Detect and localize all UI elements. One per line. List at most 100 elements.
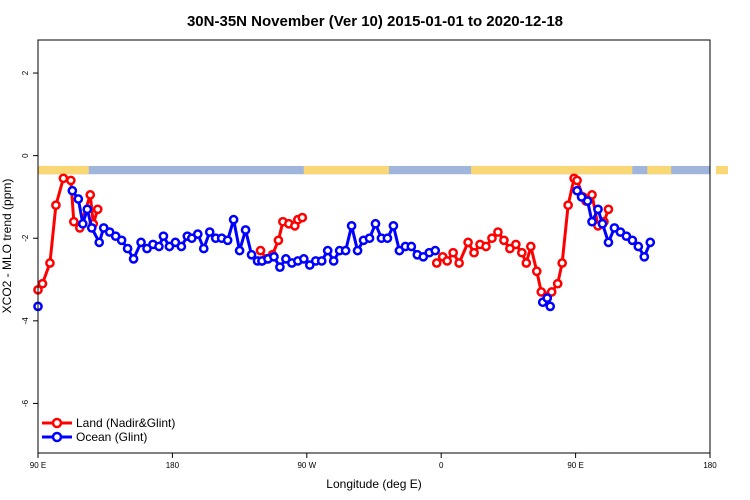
data-point-land — [603, 204, 614, 215]
land-strip-1 — [303, 165, 389, 175]
y-tick-label: 0 — [21, 153, 30, 158]
data-point-land — [487, 233, 497, 244]
data-point-land — [255, 245, 266, 256]
data-point-land — [546, 287, 557, 297]
legend-land-label: Land (Nadir&Glint) — [76, 416, 175, 430]
data-point-ocean — [388, 221, 399, 231]
data-point-ocean — [246, 249, 257, 260]
data-point-land — [531, 266, 542, 277]
y-tick-label: -2 — [21, 234, 30, 242]
data-point-land — [85, 190, 96, 200]
data-point-land — [45, 258, 55, 268]
data-point-ocean — [240, 225, 251, 235]
land-strip-0 — [38, 165, 89, 175]
legend-ocean-label: Ocean (Glint) — [76, 430, 147, 444]
data-point-land — [37, 278, 48, 289]
data-point-ocean — [158, 231, 169, 242]
data-point-land — [481, 241, 491, 252]
data-point-ocean — [597, 218, 608, 229]
data-point-land — [66, 175, 76, 186]
data-point-land — [448, 247, 458, 258]
data-point-ocean — [627, 235, 638, 246]
data-point-land — [273, 235, 284, 246]
data-point-land — [431, 258, 442, 268]
chart-title: 30N-35N November (Ver 10) 2015-01-01 to … — [187, 13, 563, 30]
data-point-ocean — [603, 237, 614, 248]
data-point-ocean — [94, 237, 105, 248]
data-point-ocean — [275, 262, 285, 272]
x-tick-label: 180 — [703, 461, 717, 470]
data-point-land — [552, 278, 563, 289]
data-point-ocean — [587, 216, 597, 227]
x-tick-label: 90 E — [567, 461, 583, 470]
land-strip-3 — [647, 165, 672, 175]
x-tick-label: 180 — [166, 461, 180, 470]
data-point-ocean — [269, 251, 279, 262]
data-point-land — [442, 256, 453, 266]
data-point-land — [572, 175, 582, 186]
data-point-ocean — [370, 218, 381, 229]
data-point-ocean — [234, 245, 245, 256]
data-point-land — [516, 247, 527, 258]
data-point-ocean — [136, 237, 146, 248]
data-point-land — [557, 258, 568, 268]
data-point-land — [469, 247, 479, 258]
data-point-ocean — [154, 241, 164, 252]
data-point-ocean — [316, 256, 327, 266]
data-point-ocean — [340, 245, 351, 256]
data-point-land — [511, 239, 521, 250]
data-point-ocean — [645, 237, 656, 248]
axes: 90 E 180 90 W 0 90 E 180 -6 -4 -2 0 2 — [21, 70, 717, 470]
series-ocean — [33, 185, 656, 312]
data-point-ocean — [633, 241, 644, 252]
data-point-ocean — [122, 243, 133, 254]
data-point-ocean — [382, 233, 393, 244]
data-point-land — [297, 212, 308, 223]
data-point-ocean — [639, 251, 650, 262]
series-line-ocean — [71, 189, 262, 263]
x-tick-label: 90 E — [30, 461, 46, 470]
data-point-land — [51, 200, 61, 211]
data-point-ocean — [73, 194, 84, 204]
data-point-ocean — [430, 245, 441, 256]
data-point-ocean — [322, 245, 333, 256]
data-point-ocean — [82, 204, 93, 215]
data-point-ocean — [86, 223, 97, 233]
data-point-ocean — [116, 235, 127, 246]
data-point-ocean — [593, 204, 603, 215]
data-point-land — [58, 173, 69, 184]
data-point-ocean — [176, 241, 187, 252]
data-point-ocean — [545, 301, 556, 312]
data-point-ocean — [352, 245, 363, 256]
data-point-ocean — [298, 254, 309, 264]
land-strip-4 — [715, 165, 728, 175]
land-ocean-strip — [38, 165, 728, 175]
data-point-ocean — [128, 254, 139, 264]
data-point-ocean — [204, 227, 215, 237]
data-point-ocean — [406, 241, 417, 252]
data-point-land — [493, 227, 503, 237]
x-tick-label: 90 W — [297, 461, 316, 470]
x-tick-label: 0 — [439, 461, 444, 470]
y-tick-label: -6 — [21, 399, 30, 407]
data-point-land — [92, 204, 103, 215]
legend-land-marker — [51, 417, 63, 429]
data-point-land — [463, 237, 473, 248]
data-point-ocean — [222, 235, 233, 246]
data-point-ocean — [364, 233, 375, 244]
data-point-land — [587, 190, 597, 200]
data-point-ocean — [346, 221, 357, 231]
data-point-ocean — [328, 256, 339, 266]
y-axis-label: XCO2 - MLO trend (ppm) — [0, 179, 14, 314]
data-point-land — [454, 258, 464, 268]
land-strip-2 — [471, 165, 633, 175]
x-axis-label: Longitude (deg E) — [326, 477, 421, 491]
data-point-ocean — [582, 196, 593, 206]
plot-frame — [37, 39, 711, 454]
data-point-ocean — [67, 185, 78, 196]
series-layer — [33, 173, 656, 312]
data-point-ocean — [77, 218, 88, 229]
data-point-ocean — [192, 229, 203, 239]
data-point-land — [499, 235, 509, 246]
